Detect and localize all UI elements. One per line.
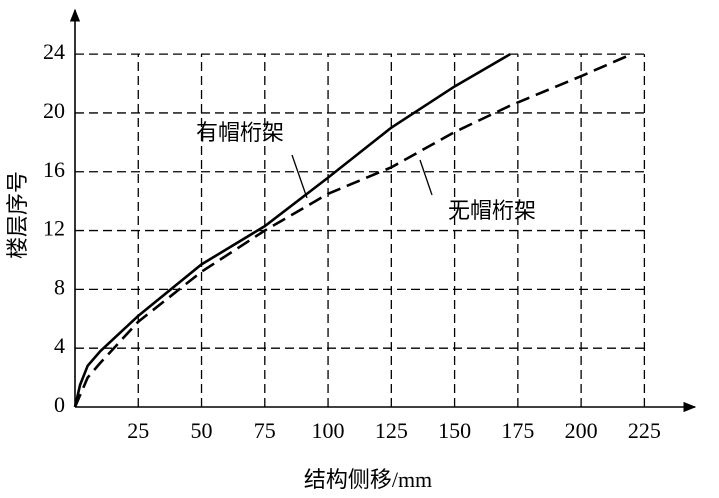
x-tick-label: 175	[501, 418, 534, 443]
x-axis-label: 结构侧移/mm	[304, 467, 432, 492]
x-tick-label: 75	[254, 418, 276, 443]
x-tick-label: 25	[127, 418, 149, 443]
series-line	[73, 52, 511, 408]
x-tick-label: 50	[191, 418, 213, 443]
y-tick-label: 16	[43, 157, 65, 182]
x-tick-label: 150	[438, 418, 471, 443]
y-tick-label: 0	[54, 392, 65, 417]
y-axis-label: 楼层序号	[5, 171, 30, 259]
x-tick-label: 125	[375, 418, 408, 443]
leader-line	[419, 159, 433, 196]
y-tick-label: 8	[54, 274, 65, 299]
x-tick-label: 200	[565, 418, 598, 443]
series-label: 有帽桁架	[196, 120, 284, 145]
y-tick-label: 12	[43, 216, 65, 241]
leader-line	[291, 154, 308, 199]
y-tick-label: 4	[54, 333, 65, 358]
y-tick-label: 24	[43, 39, 65, 64]
x-tick-label: 225	[628, 418, 661, 443]
x-tick-label: 100	[312, 418, 345, 443]
y-tick-label: 20	[43, 98, 65, 123]
series-label: 无帽桁架	[448, 198, 536, 223]
series-line	[73, 52, 633, 408]
